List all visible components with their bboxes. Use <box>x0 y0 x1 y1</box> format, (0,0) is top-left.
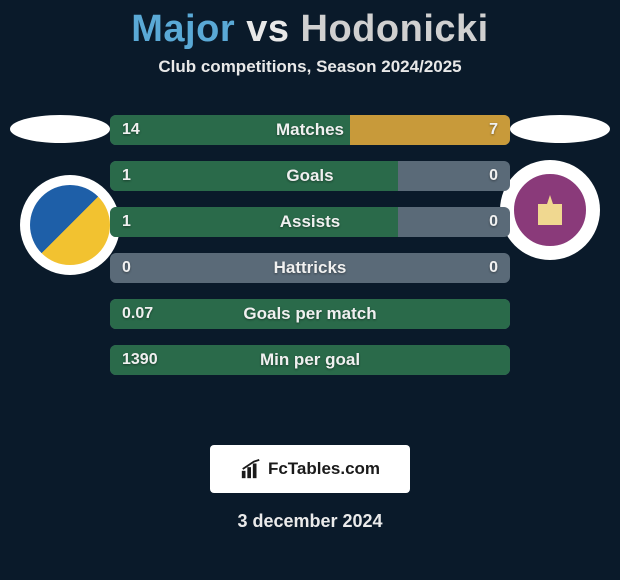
stat-row: 10Goals <box>110 161 510 191</box>
player1-name: Major <box>131 8 235 50</box>
stat-row: 10Assists <box>110 207 510 237</box>
stat-row: 00Hattricks <box>110 253 510 283</box>
church-icon <box>535 195 565 225</box>
club-crest-right-icon <box>510 170 590 250</box>
brand-name: FcTables.com <box>268 459 380 479</box>
stat-row: 0.07Goals per match <box>110 299 510 329</box>
page-title: Major vs Hodonicki <box>0 8 620 51</box>
stat-bars: 147Matches 10Goals 10Assists 00Hattricks 0.0… <box>110 115 510 391</box>
comparison-card: Major vs Hodonicki Club competitions, Se… <box>0 0 620 532</box>
stat-label: Goals per match <box>110 299 510 329</box>
club-crest-left-icon <box>30 185 110 265</box>
stat-row: 1390Min per goal <box>110 345 510 375</box>
club-badge-right <box>500 160 600 260</box>
date-text: 3 december 2024 <box>0 511 620 532</box>
brand-badge[interactable]: FcTables.com <box>210 445 410 493</box>
stat-label: Goals <box>110 161 510 191</box>
shadow-ellipse-right <box>510 115 610 143</box>
player2-name: Hodonicki <box>301 8 489 50</box>
stat-label: Matches <box>110 115 510 145</box>
stat-label: Assists <box>110 207 510 237</box>
shadow-ellipse-left <box>10 115 110 143</box>
vs-text: vs <box>246 8 289 50</box>
subtitle: Club competitions, Season 2024/2025 <box>0 57 620 77</box>
club-badge-left <box>20 175 120 275</box>
stat-row: 147Matches <box>110 115 510 145</box>
stats-stage: 147Matches 10Goals 10Assists 00Hattricks 0.0… <box>0 105 620 445</box>
stat-label: Hattricks <box>110 253 510 283</box>
stat-label: Min per goal <box>110 345 510 375</box>
fctables-logo-icon <box>240 458 262 480</box>
